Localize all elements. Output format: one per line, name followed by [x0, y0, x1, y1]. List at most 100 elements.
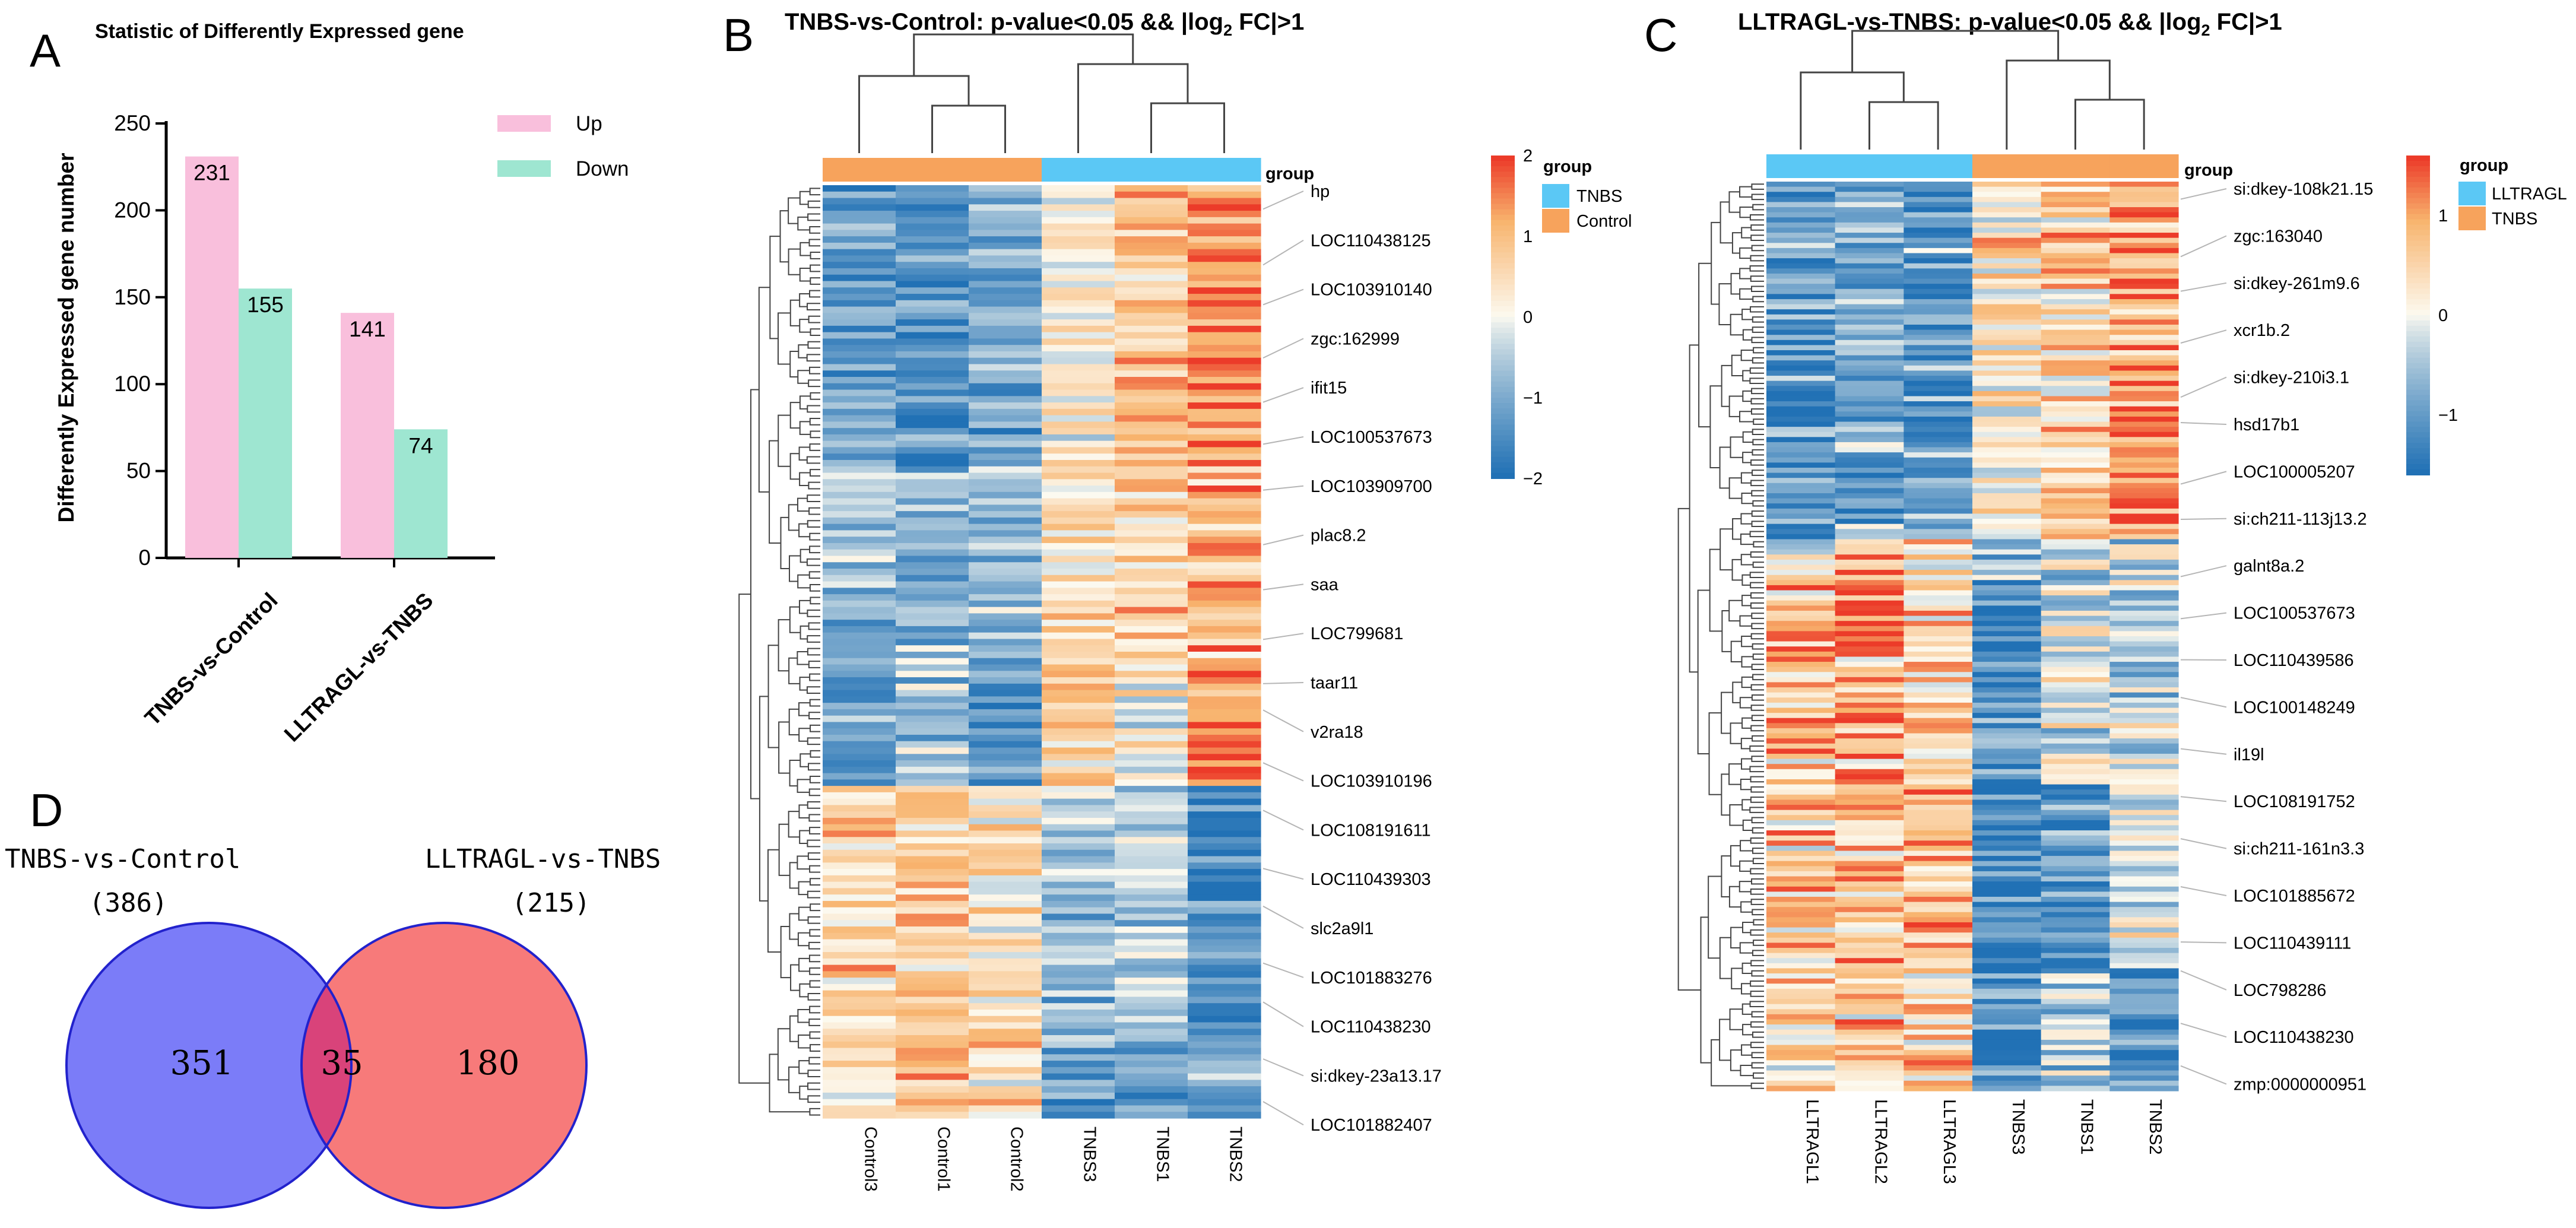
heatmap-cell — [1115, 907, 1188, 915]
colorbar-step — [1491, 328, 1515, 334]
colorbar-step — [2406, 310, 2430, 316]
heatmap-cell — [2109, 759, 2179, 764]
heatmap-cell — [1972, 963, 2042, 969]
heatmap-cell — [2109, 605, 2179, 611]
heatmap-cell — [1835, 876, 1904, 882]
gene-leader-line — [1262, 1001, 1304, 1027]
heatmap-cell — [1972, 478, 2042, 484]
heatmap-cell — [1972, 1014, 2042, 1020]
heatmap-cell — [1904, 472, 1973, 478]
heatmap-cell — [969, 652, 1042, 659]
heatmap-cell — [1904, 667, 1973, 672]
heatmap-cell — [1766, 488, 1836, 494]
dendro-branch — [1739, 288, 1753, 300]
heatmap-cell — [2041, 585, 2110, 591]
heatmap-cell — [969, 466, 1042, 474]
heatmap-cell — [1115, 792, 1188, 799]
heatmap-cell — [1766, 309, 1836, 315]
heatmap-cell — [823, 498, 896, 505]
heatmap-cell — [823, 447, 896, 454]
heatmap-cell — [1972, 564, 2042, 570]
heatmap-cell — [1766, 222, 1836, 229]
heatmap-cell — [1766, 386, 1836, 392]
heatmap-cell — [1835, 1050, 1904, 1056]
dendro-branch — [810, 724, 820, 732]
heatmap-cell — [896, 345, 969, 352]
heatmap-cell — [1904, 1029, 1973, 1035]
colorbar-step — [2406, 176, 2430, 183]
heatmap-cell — [1835, 866, 1904, 872]
heatmap-cell — [1115, 556, 1188, 563]
dendro-branch — [769, 1054, 810, 1113]
heatmap-cell — [1188, 402, 1261, 410]
heatmap-cell — [2109, 779, 2179, 785]
heatmap-cell — [2041, 968, 2110, 974]
heatmap-cell — [1904, 896, 1973, 903]
dendro-link — [913, 33, 1134, 76]
heatmap-cell — [1972, 365, 2042, 372]
heatmap-cell — [1042, 805, 1115, 812]
colorbar-step — [1491, 182, 1515, 189]
dendro-branch — [1711, 221, 1721, 305]
dendro-branch — [1751, 337, 1764, 344]
heatmap-cell — [896, 421, 969, 429]
heatmap-cell — [896, 236, 969, 243]
heatmap-cell — [969, 459, 1042, 467]
gene-label: hp — [1311, 182, 1330, 201]
heatmap-cell — [969, 370, 1042, 377]
heatmap-cell — [823, 773, 896, 780]
heatmap-cell — [2109, 253, 2179, 259]
heatmap-cell — [2041, 600, 2110, 606]
heatmap-cell — [1835, 810, 1904, 816]
heatmap-cell — [1188, 664, 1261, 671]
heatmap-cell — [2041, 350, 2110, 356]
heatmap-cell — [1188, 556, 1261, 563]
heatmap-cell — [2109, 442, 2179, 448]
heatmap-cell — [823, 556, 896, 563]
heatmap-cell — [1972, 656, 2042, 662]
heatmap-cell — [1188, 389, 1261, 396]
heatmap-cell — [896, 728, 969, 735]
heatmap-cell — [1766, 324, 1836, 331]
heatmap-cell — [1835, 733, 1904, 739]
heatmap-cell — [1835, 994, 1904, 999]
heatmap-cell — [1904, 917, 1973, 923]
heatmap-cell — [1042, 325, 1115, 333]
colorbar-step — [1491, 344, 1515, 350]
heatmap-cell — [2109, 830, 2179, 836]
heatmap-cell — [2109, 207, 2179, 213]
heatmap-cell — [1835, 779, 1904, 785]
gene-leader-line — [1262, 868, 1304, 880]
heatmap-cell — [1115, 345, 1188, 352]
heatmap-cell — [823, 1099, 896, 1106]
dendro-branch — [1751, 490, 1764, 497]
heatmap-cell — [1115, 658, 1188, 665]
heatmap-cell — [969, 204, 1042, 211]
heatmap-cell — [1188, 517, 1261, 525]
heatmap-cell — [1835, 253, 1904, 259]
heatmap-cell — [1835, 396, 1904, 402]
heatmap-cell — [1835, 386, 1904, 392]
heatmap-cell — [2109, 973, 2179, 979]
heatmap-cell — [1972, 431, 2042, 437]
dendro-branch — [1752, 674, 1764, 681]
heatmap-cell — [2041, 580, 2110, 586]
heatmap-cell — [1766, 401, 1836, 407]
heatmap-cell — [1835, 1065, 1904, 1071]
heatmap-cell — [1188, 204, 1261, 211]
heatmap-cell — [2041, 656, 2110, 662]
heatmap-cell — [1766, 759, 1836, 764]
heatmap-cell — [969, 696, 1042, 703]
heatmap-cell — [896, 504, 969, 512]
heatmap-cell — [1835, 743, 1904, 749]
heatmap-cell — [2109, 508, 2179, 515]
heatmap-cell — [2109, 636, 2179, 642]
heatmap-cell — [1042, 888, 1115, 895]
dendro-branch — [807, 993, 820, 1001]
dendro-branch — [1730, 845, 1741, 867]
heatmap-cell — [896, 690, 969, 697]
heatmap-cell — [823, 626, 896, 633]
heatmap-cell — [896, 486, 969, 493]
heatmap-cell — [1904, 794, 1973, 801]
heatmap-cell — [896, 837, 969, 844]
